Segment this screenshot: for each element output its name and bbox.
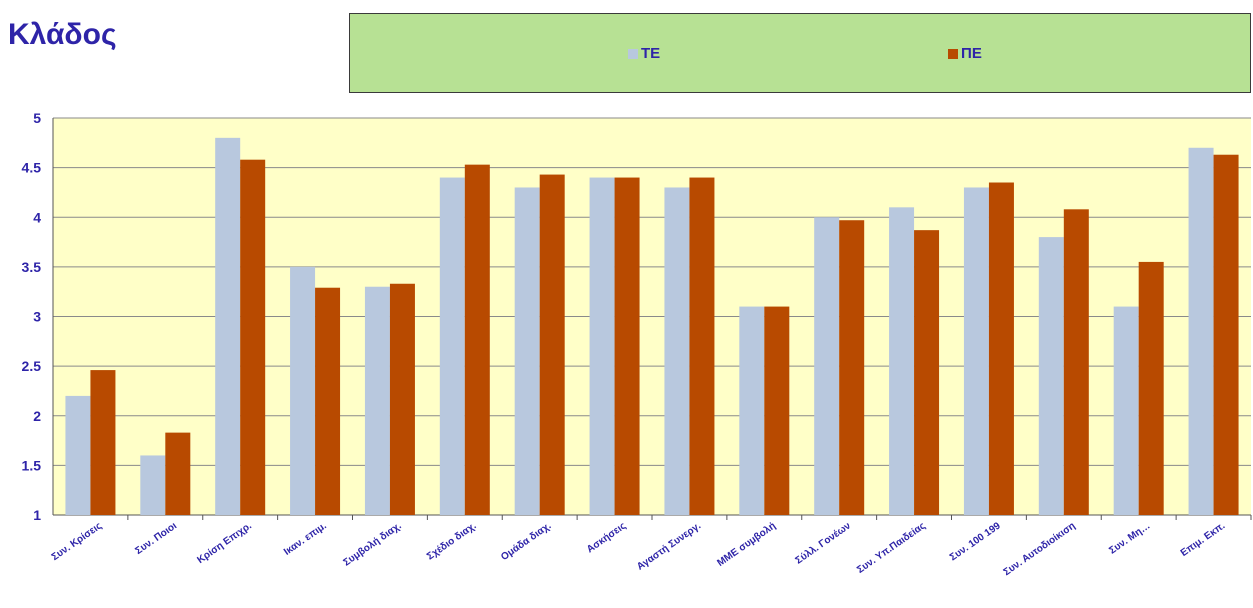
legend-item-pe: ΠΕ bbox=[948, 45, 982, 62]
bar-pe bbox=[914, 230, 940, 515]
y-tick-label: 4 bbox=[33, 209, 41, 225]
bar-pe bbox=[764, 306, 790, 515]
bar-pe bbox=[165, 432, 191, 515]
x-tick-label: Κρίση Επιχρ. bbox=[195, 520, 254, 566]
bar-te bbox=[1038, 237, 1064, 515]
x-tick-label: Συν. Ποιοι bbox=[133, 520, 179, 557]
x-tick-label: Σύλλ. Γονέων bbox=[794, 520, 854, 566]
bar-pe bbox=[1138, 261, 1164, 515]
bar-pe bbox=[1213, 154, 1239, 515]
bar-pe bbox=[389, 283, 415, 515]
bar-te bbox=[814, 217, 840, 515]
x-tick-label: Σχέδιο διαχ. bbox=[425, 520, 479, 562]
bar-te bbox=[140, 455, 166, 515]
x-tick-label: Συν. Μη… bbox=[1107, 520, 1152, 556]
x-tick-label: Συν. 100 199 bbox=[948, 520, 1003, 563]
bar-te bbox=[290, 266, 316, 515]
bar-pe bbox=[539, 174, 565, 515]
bar-te bbox=[439, 177, 465, 516]
bar-pe bbox=[614, 177, 640, 516]
x-tick-label: Αγαστή Συνεργ. bbox=[635, 520, 703, 572]
bar-pe bbox=[1063, 209, 1089, 515]
bar-pe bbox=[90, 370, 116, 515]
x-tick-label: Συμβολή διαχ. bbox=[342, 520, 404, 568]
legend-swatch-te bbox=[628, 48, 638, 59]
legend: ΤΕ ΠΕ bbox=[349, 13, 1251, 93]
bar-pe bbox=[240, 159, 266, 515]
legend-label-pe: ΠΕ bbox=[961, 45, 982, 62]
bar-te bbox=[889, 207, 915, 515]
y-tick-label: 2.5 bbox=[22, 358, 42, 374]
bar-pe bbox=[464, 164, 490, 515]
bar-te bbox=[589, 177, 615, 516]
bar-pe bbox=[315, 287, 341, 515]
x-tick-label: Επιμ. Εκπ. bbox=[1179, 520, 1228, 559]
y-tick-label: 3.5 bbox=[22, 259, 42, 275]
bar-te bbox=[215, 137, 241, 515]
x-tick-label: Ικαν. επιμ. bbox=[282, 520, 329, 557]
chart-title: Κλάδος bbox=[8, 18, 117, 51]
bar-te bbox=[514, 187, 540, 515]
bar-te bbox=[664, 187, 690, 515]
bar-te bbox=[1188, 147, 1214, 515]
legend-item-te: ΤΕ bbox=[628, 45, 660, 62]
legend-swatch-pe bbox=[948, 48, 958, 59]
y-tick-label: 5 bbox=[33, 110, 41, 126]
y-tick-label: 1 bbox=[33, 507, 41, 523]
x-tick-label: Ομάδα διαχ. bbox=[499, 520, 553, 563]
legend-label-te: ΤΕ bbox=[641, 45, 661, 62]
y-tick-label: 1.5 bbox=[22, 457, 42, 473]
bar-pe bbox=[988, 182, 1014, 515]
y-tick-label: 3 bbox=[33, 309, 41, 325]
bar-te bbox=[364, 286, 390, 515]
x-tick-label: Συν. Κρίσεις bbox=[50, 520, 104, 563]
x-tick-label: ΜΜΕ συμβολή bbox=[715, 520, 778, 568]
x-tick-label: Συν. Αυτοδιοίκιση bbox=[1002, 520, 1078, 578]
bar-pe bbox=[839, 220, 865, 516]
bar-te bbox=[1113, 306, 1139, 515]
x-tick-label: Συν. Υπ.Παιδείας bbox=[855, 520, 928, 575]
bar-te bbox=[963, 187, 989, 515]
bar-pe bbox=[689, 177, 715, 516]
bar-te bbox=[739, 306, 765, 515]
y-tick-label: 2 bbox=[33, 408, 41, 424]
bar-te bbox=[65, 395, 91, 515]
y-tick-label: 4.5 bbox=[22, 160, 42, 176]
x-tick-label: Ασκήσεις bbox=[585, 520, 628, 555]
